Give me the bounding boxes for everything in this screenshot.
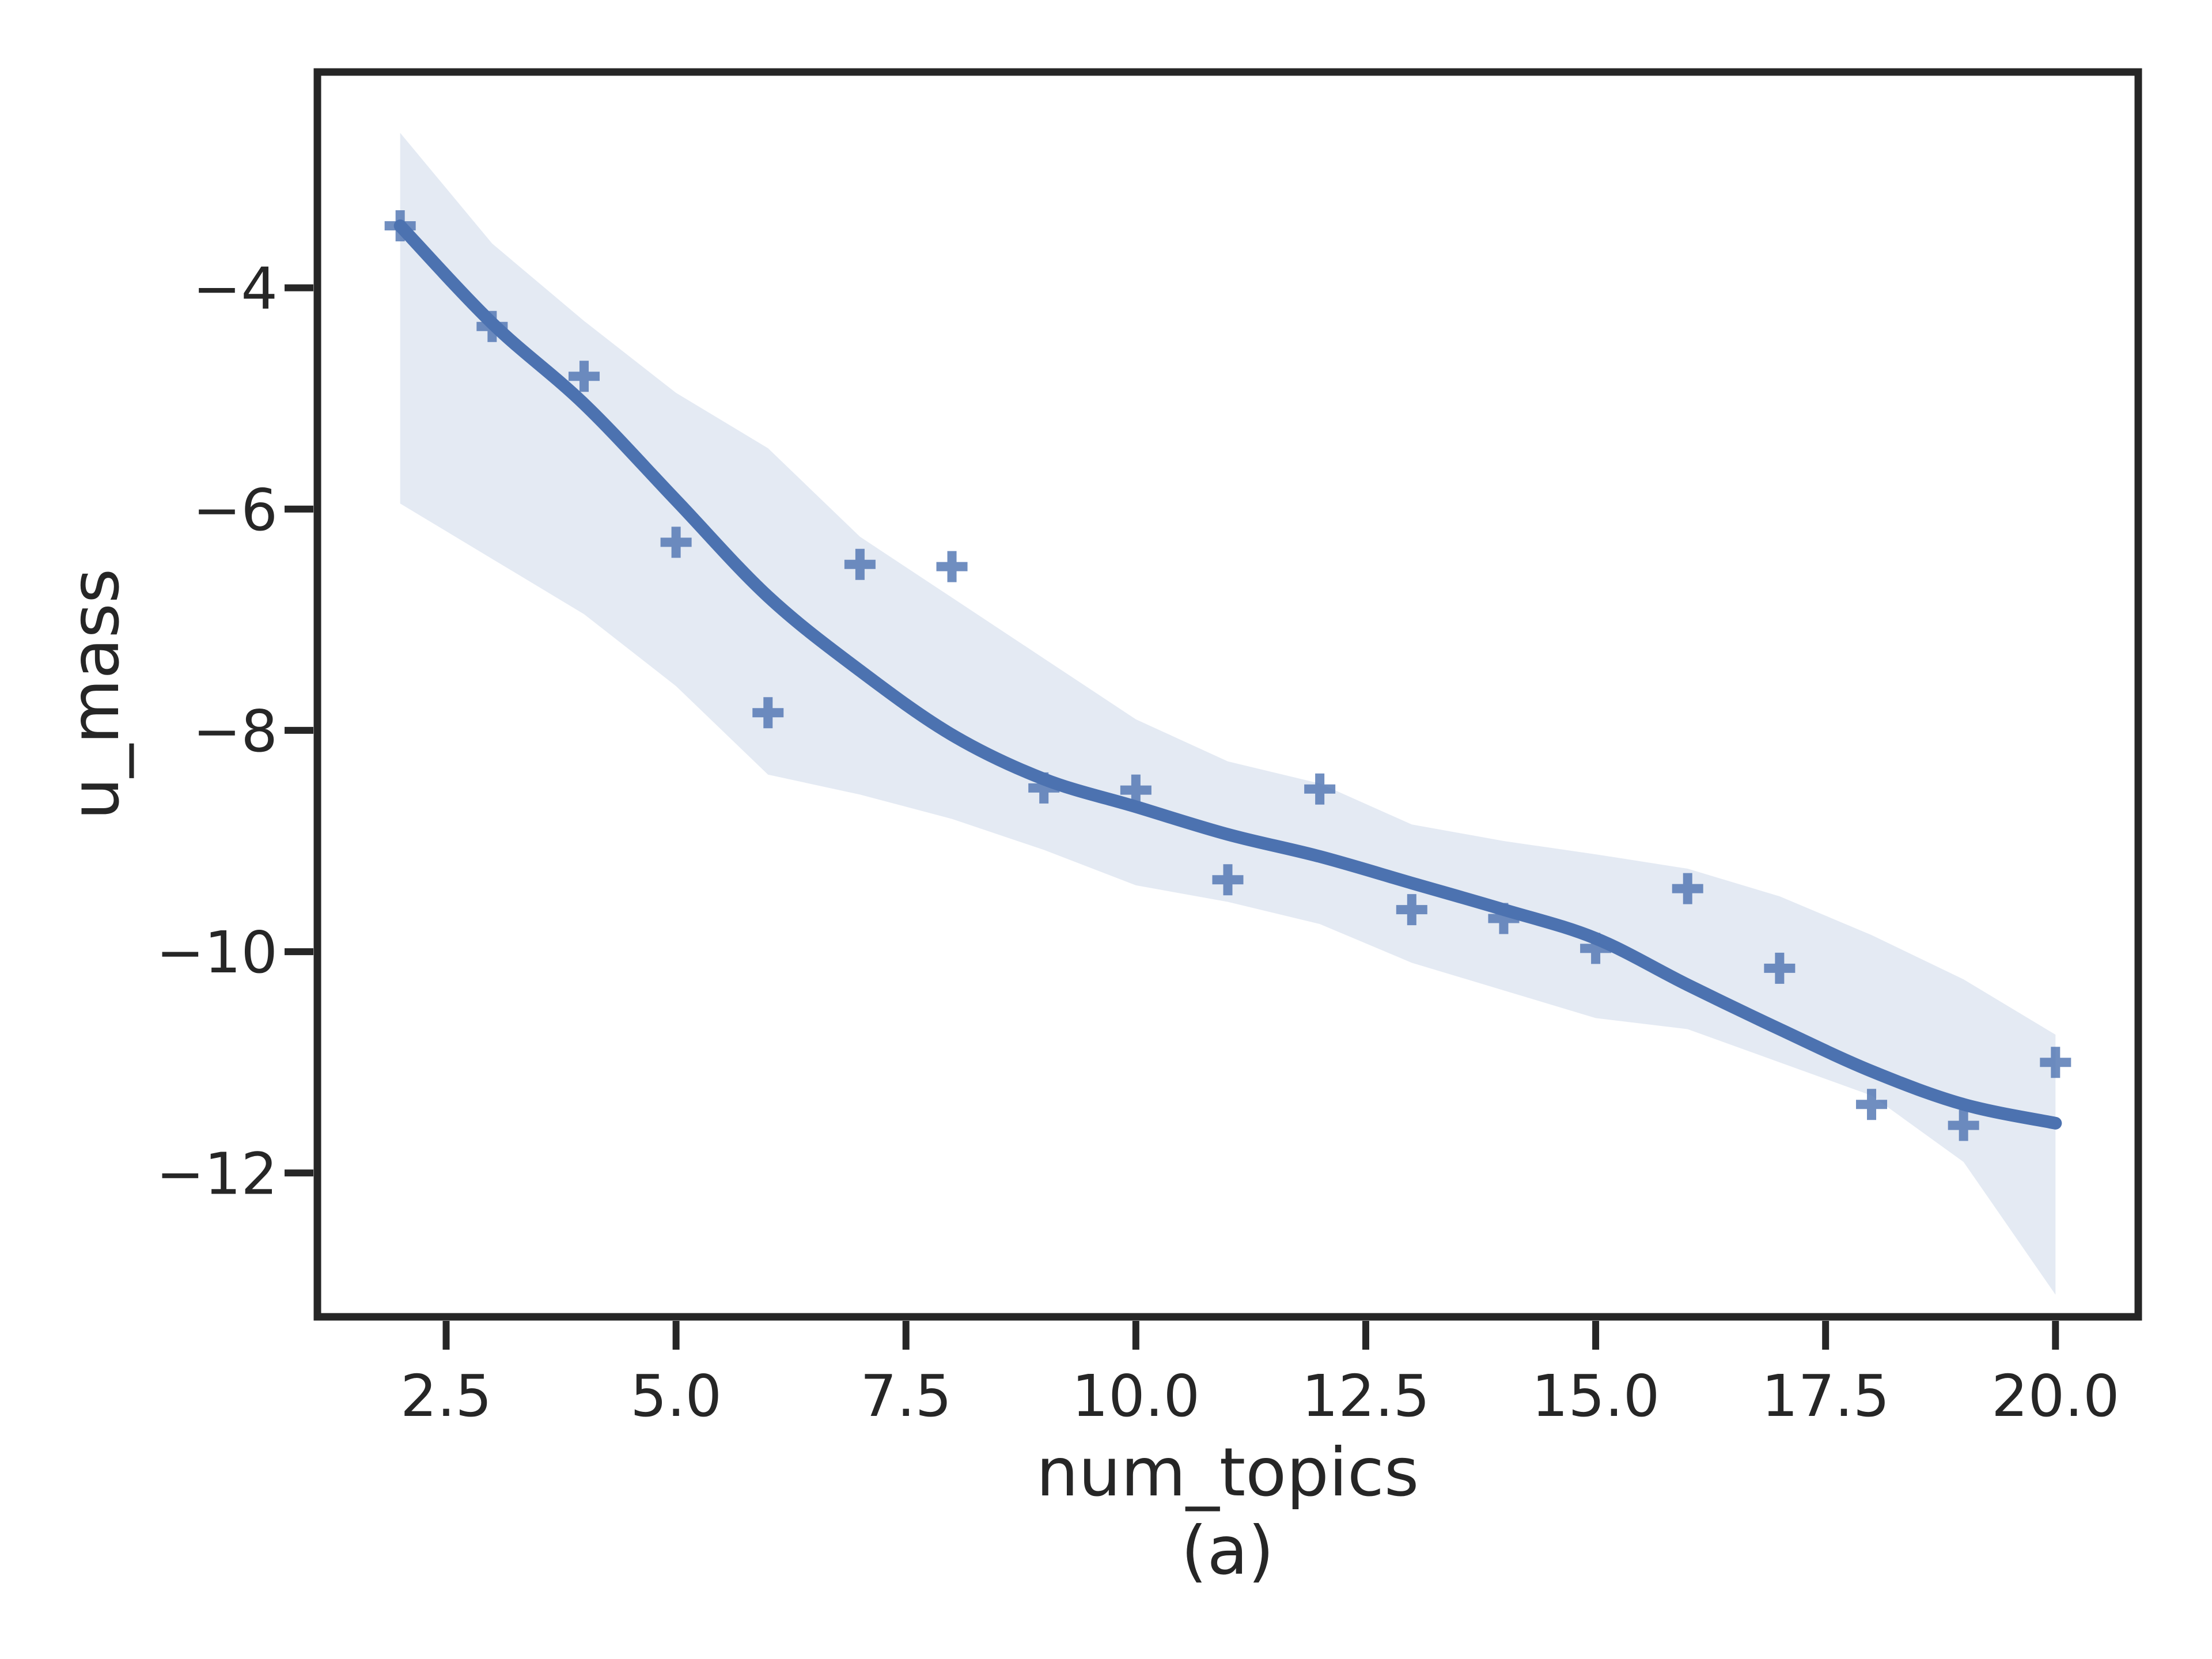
x-axis-label: num_topics [1036,1434,1419,1512]
scatter-point [1488,903,1520,934]
confidence-band-area [400,132,2056,1295]
regression-line-path [393,219,2062,1130]
y-axis-ticks: −4 −6 −8 −10 −12 [156,255,313,1207]
scatter-point [1304,773,1336,805]
scatter-point [1120,774,1152,806]
scatter-point [1212,864,1244,896]
scatter-point [936,551,968,582]
scatter-point [1580,933,1612,964]
scatter-point [568,361,600,392]
scatter-point [752,697,784,729]
confidence-band [400,132,2056,1295]
x-axis-ticks: 2.5 5.0 7.5 10.0 12.5 15.0 17.5 20.0 [400,1321,2120,1430]
scatter-point [1672,873,1703,904]
y-tick-label: −8 [193,698,278,765]
scatter-point [1396,894,1427,926]
y-tick-label: −12 [156,1140,278,1207]
x-tick-label: 20.0 [1991,1362,2120,1430]
x-tick-label: 2.5 [400,1362,492,1430]
scatter-point [1948,1109,1979,1141]
scatter-point [384,210,416,242]
scatter-point [1028,772,1060,804]
x-tick-label: 15.0 [1532,1362,1660,1430]
regression-line [393,219,2062,1130]
y-tick-label: −4 [193,255,278,323]
scatter-point [1856,1089,1888,1120]
axes-spines [313,68,2142,1321]
y-axis-label: u_mass [56,569,134,820]
plot-border [313,68,2142,1321]
scatter-point [1764,952,1796,984]
scatter-point [660,527,692,558]
y-tick-label: −10 [156,919,278,986]
y-tick-label: −6 [193,476,278,544]
x-tick-label: 5.0 [630,1362,722,1430]
scatter-points [384,210,2071,1141]
x-tick-label: 17.5 [1762,1362,1890,1430]
x-tick-label: 10.0 [1072,1362,1200,1430]
subplot-caption: (a) [1181,1512,1274,1590]
scatter-point [2040,1047,2071,1078]
scatter-point [476,310,508,342]
scatter-point [844,548,876,580]
x-tick-label: 12.5 [1302,1362,1430,1430]
x-tick-label: 7.5 [860,1362,952,1430]
